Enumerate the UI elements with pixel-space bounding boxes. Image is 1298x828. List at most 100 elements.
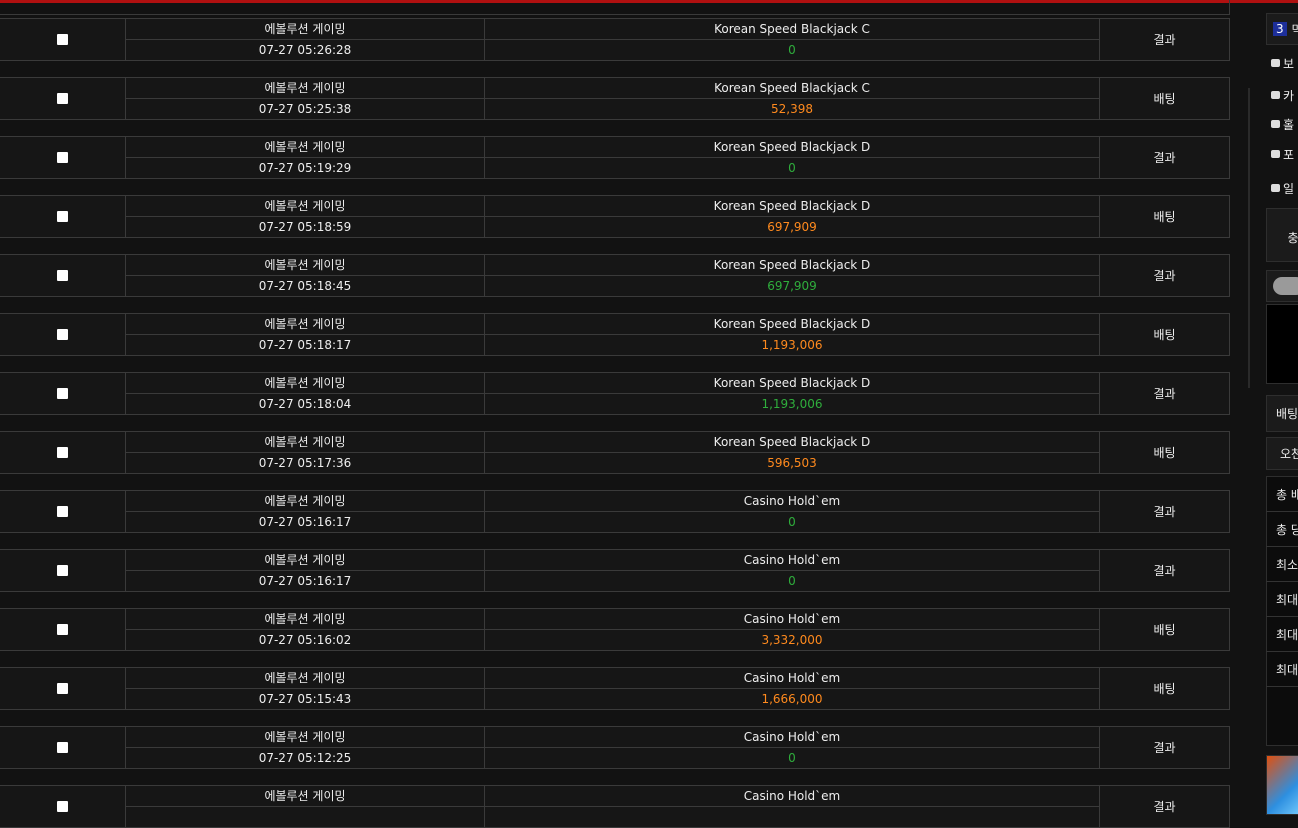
checkbox-cell xyxy=(0,550,125,591)
status: 배팅 xyxy=(1153,446,1176,460)
game: Casino Hold`em xyxy=(485,786,1100,807)
checkbox-cell xyxy=(0,314,125,355)
checkbox[interactable] xyxy=(57,565,68,576)
game: Korean Speed Blackjack C xyxy=(485,19,1100,40)
checkbox[interactable] xyxy=(57,506,68,517)
time: 07-27 05:18:04 xyxy=(125,393,485,414)
stat-row: 최대 xyxy=(1266,652,1298,687)
stat-row: 최대 xyxy=(1266,582,1298,617)
amount xyxy=(485,806,1100,827)
checkbox[interactable] xyxy=(57,624,68,635)
provider: 에볼루션 게이밍 xyxy=(125,727,485,748)
provider: 에볼루션 게이밍 xyxy=(125,196,485,217)
partial-row xyxy=(0,0,1230,15)
checkbox[interactable] xyxy=(57,152,68,163)
status: 결과 xyxy=(1153,151,1176,165)
stat-row: 최소 xyxy=(1266,547,1298,582)
menu-item[interactable]: 홀 xyxy=(1266,112,1298,136)
provider: 에볼루션 게이밍 xyxy=(125,137,485,158)
provider: 에볼루션 게이밍 xyxy=(125,78,485,99)
provider: 에볼루션 게이밍 xyxy=(125,314,485,335)
menu-icon xyxy=(1271,120,1280,128)
bet-row: 에볼루션 게이밍 07-27 05:16:17 Casino Hold`em 0 결과 xyxy=(0,490,1230,533)
checkbox-cell xyxy=(0,137,125,178)
game: Korean Speed Blackjack C xyxy=(485,78,1100,99)
provider: 에볼루션 게이밍 xyxy=(125,609,485,630)
provider: 에볼루션 게이밍 xyxy=(125,491,485,512)
menu-label: 포 xyxy=(1283,147,1295,162)
amount: 0 xyxy=(485,570,1100,591)
game: Korean Speed Blackjack D xyxy=(485,196,1100,217)
stats-panel xyxy=(1266,476,1298,746)
amount: 0 xyxy=(485,511,1100,532)
game: Korean Speed Blackjack D xyxy=(485,373,1100,394)
amount: 52,398 xyxy=(485,98,1100,119)
game: Korean Speed Blackjack D xyxy=(485,137,1100,158)
bet-row: 에볼루션 게이밍 07-27 05:25:38 Korean Speed Black… xyxy=(0,77,1230,120)
game: Casino Hold`em xyxy=(485,668,1100,689)
bet-row: 에볼루션 게이밍 07-27 05:15:43 Casino Hold`em 1,66… xyxy=(0,667,1230,710)
time: 07-27 05:16:02 xyxy=(125,629,485,650)
time: 07-27 05:17:36 xyxy=(125,452,485,473)
checkbox[interactable] xyxy=(57,447,68,458)
amount: 697,909 xyxy=(485,275,1100,296)
bet-title: 배팅 xyxy=(1266,395,1298,432)
bet-row: 에볼루션 게이밍 07-27 05:17:36 Korean Speed Black… xyxy=(0,431,1230,474)
checkbox-cell xyxy=(0,432,125,473)
menu-item[interactable]: 카 xyxy=(1266,83,1298,107)
black-panel xyxy=(1266,304,1298,384)
checkbox[interactable] xyxy=(57,388,68,399)
bet-row: 에볼루션 게이밍 07-27 05:18:59 Korean Speed Black… xyxy=(0,195,1230,238)
bet-row: 에볼루션 게이밍 07-27 05:26:28 Korean Speed Black… xyxy=(0,18,1230,61)
menu-item[interactable]: 일 xyxy=(1266,176,1298,200)
checkbox[interactable] xyxy=(57,211,68,222)
checkbox[interactable] xyxy=(57,34,68,45)
stat-row: 총 당 xyxy=(1266,512,1298,547)
checkbox-cell xyxy=(0,196,125,237)
menu-item[interactable]: 포 xyxy=(1266,142,1298,166)
checkbox-cell xyxy=(0,491,125,532)
status: 결과 xyxy=(1153,741,1176,755)
checkbox[interactable] xyxy=(57,742,68,753)
menu-icon xyxy=(1271,91,1280,99)
time: 07-27 05:26:28 xyxy=(125,39,485,60)
charge-button[interactable]: 충 xyxy=(1266,208,1298,262)
status: 결과 xyxy=(1153,800,1176,814)
time: 07-27 05:19:29 xyxy=(125,157,485,178)
time: 07-27 05:18:17 xyxy=(125,334,485,355)
provider: 에볼루션 게이밍 xyxy=(125,550,485,571)
bet-row: 에볼루션 게이밍 07-27 05:19:29 Korean Speed Black… xyxy=(0,136,1230,179)
scrollbar xyxy=(1248,88,1250,388)
provider: 에볼루션 게이밍 xyxy=(125,373,485,394)
bet-sub: 오천 xyxy=(1266,437,1298,470)
toggle[interactable] xyxy=(1273,277,1298,295)
menu-label: 일 xyxy=(1283,181,1295,196)
checkbox-cell xyxy=(0,78,125,119)
stat-row: 총 배 xyxy=(1266,477,1298,512)
menu-item[interactable]: 보 xyxy=(1266,51,1298,75)
amount: 1,666,000 xyxy=(485,688,1100,709)
checkbox-cell xyxy=(0,255,125,296)
checkbox[interactable] xyxy=(57,329,68,340)
checkbox[interactable] xyxy=(57,270,68,281)
toggle-panel xyxy=(1266,270,1298,302)
status: 배팅 xyxy=(1153,328,1176,342)
checkbox[interactable] xyxy=(57,683,68,694)
checkbox[interactable] xyxy=(57,801,68,812)
checkbox[interactable] xyxy=(57,93,68,104)
time: 07-27 05:16:17 xyxy=(125,511,485,532)
checkbox-cell xyxy=(0,786,125,827)
time: 07-27 05:18:45 xyxy=(125,275,485,296)
amount: 3,332,000 xyxy=(485,629,1100,650)
checkbox-cell xyxy=(0,19,125,60)
amount: 1,193,006 xyxy=(485,334,1100,355)
game: Korean Speed Blackjack D xyxy=(485,314,1100,335)
bet-row: 에볼루션 게이밍 07-27 05:16:17 Casino Hold`em 0 결과 xyxy=(0,549,1230,592)
status: 배팅 xyxy=(1153,92,1176,106)
bet-row: 에볼루션 게이밍 07-27 05:18:45 Korean Speed Black… xyxy=(0,254,1230,297)
game: Casino Hold`em xyxy=(485,550,1100,571)
status: 결과 xyxy=(1153,564,1176,578)
menu-label: 카 xyxy=(1283,88,1295,103)
